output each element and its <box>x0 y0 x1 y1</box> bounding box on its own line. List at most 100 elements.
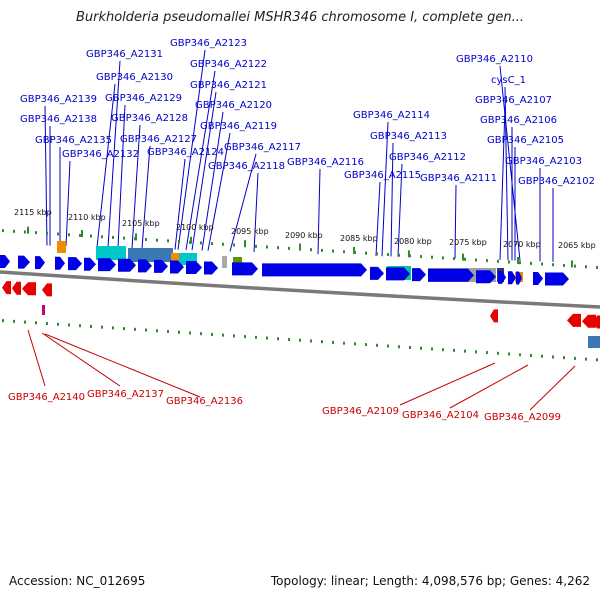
track-dot <box>35 321 37 325</box>
track-dot <box>365 251 367 255</box>
label-connector <box>499 106 506 261</box>
gene-label[interactable]: GBP346_A2120 <box>195 100 272 111</box>
scale-label: 2115 kbp <box>14 208 52 217</box>
scale-tick <box>408 250 410 258</box>
track-dot <box>563 356 565 360</box>
gene-label[interactable]: GBP346_A2109 <box>322 406 399 417</box>
label-connector <box>96 83 116 248</box>
reverse-gene-arrow <box>582 314 596 328</box>
forward-gene-arrow <box>533 272 543 286</box>
reverse-gene-arrow <box>594 315 600 329</box>
forward-gene-arrow <box>138 259 152 273</box>
label-connector <box>381 121 389 257</box>
gene-label[interactable]: GBP346_A2099 <box>484 412 561 423</box>
gene-label[interactable]: GBP346_A2130 <box>96 72 173 83</box>
reverse-gene-arrow <box>42 283 52 297</box>
track-dot <box>354 250 356 254</box>
scale-tick-marks <box>27 226 573 268</box>
gene-label[interactable]: GBP346_A2102 <box>518 176 595 187</box>
gene-label[interactable]: GBP346_A2131 <box>86 49 163 60</box>
gene-label[interactable]: GBP346_A2138 <box>20 114 97 125</box>
gene-label[interactable]: GBP346_A2112 <box>389 152 466 163</box>
forward-gene-arrow <box>68 257 82 271</box>
forward-gene-arrow <box>170 260 184 274</box>
feature-block <box>222 256 227 268</box>
track-dot <box>398 253 400 257</box>
gene-label[interactable]: GBP346_A2124 <box>147 147 224 158</box>
feature-block <box>57 241 66 253</box>
gene-label[interactable]: GBP346_A2118 <box>208 161 285 172</box>
gene-label[interactable]: GBP346_A2106 <box>480 115 557 126</box>
gene-label[interactable]: GBP346_A2110 <box>456 54 533 65</box>
scale-labels: 2115 kbp 2110 kbp 2105 kbp 2100 kbp 2095… <box>14 208 596 250</box>
gene-label[interactable]: GBP346_A2105 <box>487 135 564 146</box>
track-dot <box>574 356 576 360</box>
track-dot <box>222 242 224 246</box>
track-dot <box>431 347 433 351</box>
track-dot <box>574 264 576 268</box>
bottom-gene-labels: GBP346_A2140 GBP346_A2137 GBP346_A2136 G… <box>8 389 561 423</box>
label-connector <box>191 91 217 251</box>
gene-label[interactable]: GBP346_A2116 <box>287 157 364 168</box>
track-dot <box>398 345 400 349</box>
label-connector <box>504 86 509 261</box>
gene-label[interactable]: GBP346_A2136 <box>166 396 243 407</box>
track-dot <box>519 261 521 265</box>
gene-label[interactable]: GBP346_A2113 <box>370 131 447 142</box>
track-dots <box>2 229 598 362</box>
forward-gene-arrow <box>98 258 116 272</box>
scale-label: 2065 kbp <box>558 241 596 250</box>
gene-label[interactable]: cysC_1 <box>491 75 526 86</box>
reverse-genes <box>2 281 600 329</box>
label-connector <box>174 158 186 250</box>
track-dot <box>255 244 257 248</box>
forward-gene-arrow <box>55 256 65 270</box>
track-dot <box>178 240 180 244</box>
chromosome-backbone <box>0 270 600 309</box>
scale-label: 2075 kbp <box>449 238 487 247</box>
gene-label[interactable]: GBP346_A2114 <box>353 110 430 121</box>
gene-label[interactable]: GBP346_A2137 <box>87 389 164 400</box>
gene-label[interactable]: GBP346_A2128 <box>111 113 188 124</box>
track-dot <box>409 254 411 258</box>
gene-label[interactable]: GBP346_A2119 <box>200 121 277 132</box>
gene-label[interactable]: GBP346_A2107 <box>475 95 552 106</box>
track-dot <box>266 245 268 249</box>
track-dot <box>35 231 37 235</box>
gene-label[interactable]: GBP346_A2104 <box>402 410 479 421</box>
gene-label[interactable]: GBP346_A2111 <box>420 173 497 184</box>
track-dot <box>376 343 378 347</box>
track-dot <box>13 319 15 323</box>
gene-label[interactable]: GBP346_A2139 <box>20 94 97 105</box>
label-connector <box>107 60 121 248</box>
scale-tick <box>299 243 301 251</box>
track-dot <box>552 263 554 267</box>
track-dot <box>2 229 4 233</box>
scale-label: 2090 kbp <box>285 231 323 240</box>
track-dot <box>200 332 202 336</box>
track-dot <box>101 235 103 239</box>
gene-label[interactable]: GBP346_A2140 <box>8 392 85 403</box>
track-dot <box>563 263 565 267</box>
label-connector <box>201 111 224 251</box>
scale-tick <box>135 233 137 241</box>
gene-label[interactable]: GBP346_A2123 <box>170 38 247 49</box>
label-connector <box>397 163 403 257</box>
forward-gene-arrow <box>0 255 10 268</box>
gene-label[interactable]: GBP346_A2103 <box>505 156 582 167</box>
track-dot <box>431 255 433 259</box>
gene-label[interactable]: GBP346_A2129 <box>105 93 182 104</box>
gene-label[interactable]: GBP346_A2132 <box>62 149 139 160</box>
track-dot <box>299 247 301 251</box>
gene-label[interactable]: GBP346_A2122 <box>190 59 267 70</box>
scale-tick <box>81 230 83 238</box>
gene-label[interactable]: GBP346_A2127 <box>120 134 197 145</box>
gene-label[interactable]: GBP346_A2117 <box>224 142 301 153</box>
gene-label[interactable]: GBP346_A2135 <box>35 135 112 146</box>
track-dot <box>57 232 59 236</box>
forward-gene-arrow <box>476 270 496 284</box>
feature-block <box>128 248 173 262</box>
gene-label[interactable]: GBP346_A2121 <box>190 80 267 91</box>
track-dot <box>24 320 26 324</box>
gene-label[interactable]: GBP346_A2115 <box>344 170 421 181</box>
